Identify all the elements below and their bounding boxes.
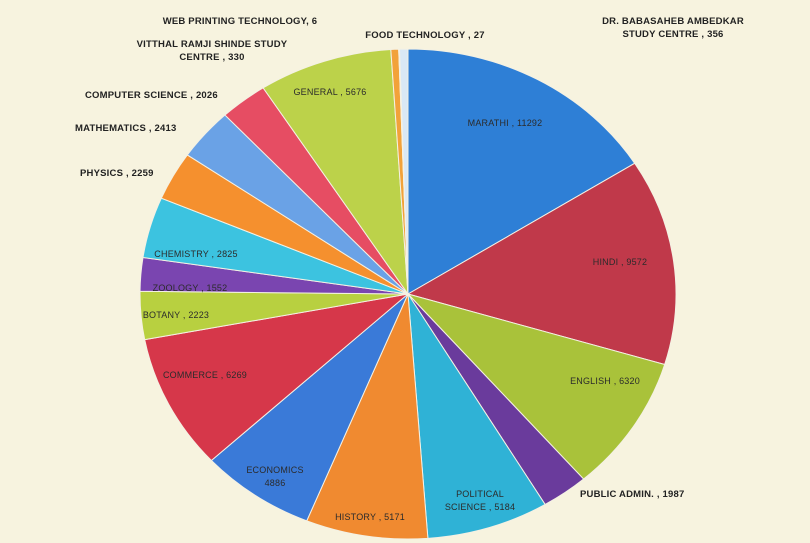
pie-slice-history xyxy=(306,293,429,540)
slice-label-english: ENGLISH , 6320 xyxy=(570,376,640,386)
slice-label-web-printing-technology: WEB PRINTING TECHNOLOGY, 6 xyxy=(163,16,318,27)
slice-label-vitthal-ramji-shinde-study-centre: VITTHAL RAMJI SHINDE STUDY CENTRE , 330 xyxy=(137,39,288,63)
pie-slice-hindi xyxy=(406,162,677,366)
pie-slice-general xyxy=(262,48,409,296)
pie-labels: MARATHI , 11292 HINDI , 9572 ENGLISH , 632… xyxy=(75,16,744,522)
pie-slices xyxy=(139,48,677,540)
slice-label-zoology: ZOOLOGY , 1552 xyxy=(153,283,228,293)
slice-label-computer-science: COMPUTER SCIENCE , 2026 xyxy=(85,90,218,101)
slice-label-marathi: MARATHI , 11292 xyxy=(468,118,543,128)
pie-slice-commerce xyxy=(144,293,410,462)
slice-label-physics: PHYSICS , 2259 xyxy=(80,168,154,179)
slice-label-political-science: POLITICAL SCIENCE , 5184 xyxy=(445,489,515,512)
slice-label-commerce: COMMERCE , 6269 xyxy=(163,370,247,380)
pie-slice-marathi xyxy=(407,48,636,295)
slice-label-food-technology: FOOD TECHNOLOGY , 27 xyxy=(365,30,484,41)
pie-slice-dr-babasaheb-ambedkar-study-centre xyxy=(398,48,409,295)
slice-label-history: HISTORY , 5171 xyxy=(335,512,405,522)
pie-slice-political-science xyxy=(407,293,546,539)
slice-label-dr-babasaheb-ambedkar-study-centre: DR. BABASAHEB AMBEDKAR STUDY CENTRE , 356 xyxy=(602,16,744,40)
pie-slice-economics xyxy=(210,293,409,522)
slice-label-public-admin: PUBLIC ADMIN. , 1987 xyxy=(580,489,684,500)
slice-label-economics: ECONOMICS 4886 xyxy=(246,465,303,488)
slice-label-general: GENERAL , 5676 xyxy=(293,87,366,97)
slice-label-chemistry: CHEMISTRY , 2825 xyxy=(154,249,237,259)
slice-label-hindi: HINDI , 9572 xyxy=(593,257,647,267)
slice-label-mathematics: MATHEMATICS , 2413 xyxy=(75,123,176,134)
slice-label-botany: BOTANY , 2223 xyxy=(143,310,209,320)
pie-slice-english xyxy=(406,293,666,480)
